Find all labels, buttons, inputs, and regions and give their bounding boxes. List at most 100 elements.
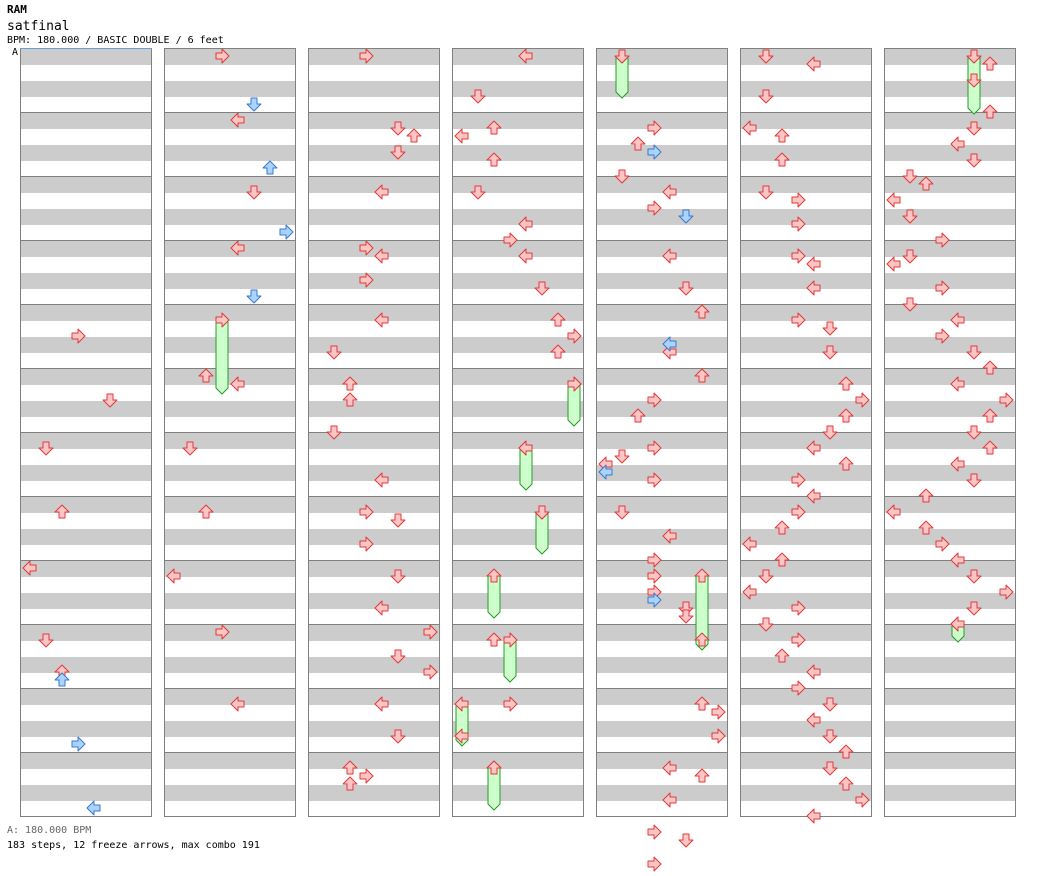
step-arrow [950,616,965,632]
beat-stripe [453,465,583,481]
step-arrow-offbeat [54,672,70,687]
step-arrow [71,328,86,344]
beat-stripe [21,337,151,353]
step-arrow [342,392,358,407]
measure [452,176,584,240]
beat-stripe [21,177,151,193]
step-arrow [822,761,838,776]
beat-stripe [597,753,727,769]
beat-stripe [453,337,583,353]
step-arrow [758,89,774,104]
step-arrow [918,488,934,503]
freeze-head-arrow [454,696,469,712]
measure [884,112,1016,176]
measure [308,496,440,560]
beat-stripe [309,657,439,673]
step-arrow [166,568,181,584]
step-arrow [902,249,918,264]
step-arrow [662,248,677,264]
step-arrow [742,120,757,136]
beat-stripe [21,497,151,513]
beat-stripe [453,433,583,449]
beat-stripe [597,401,727,417]
chart-column [308,48,440,817]
beat-stripe [597,81,727,97]
step-arrow [966,49,982,64]
step-arrow [886,192,901,208]
column-notes [22,328,118,816]
step-arrow [647,552,662,568]
beat-stripe [21,209,151,225]
step-arrow [791,504,806,520]
step-arrow [647,856,662,872]
measure [740,112,872,176]
beat-stripe [309,49,439,65]
step-arrow [614,449,630,464]
step-arrow-offbeat [262,160,278,175]
beat-stripe [885,209,1015,225]
step-arrow [902,209,918,224]
step-arrow [694,768,710,783]
beat-stripe [165,433,295,449]
step-arrow [198,368,214,383]
step-arrow [486,152,502,167]
step-arrow [614,505,630,520]
step-arrow [342,376,358,391]
beat-stripe [453,561,583,577]
bpm-marker-line [20,48,152,49]
beat-stripe [309,689,439,705]
step-arrow [230,240,245,256]
step-arrow [678,609,694,624]
beat-stripe [597,113,727,129]
bpm-legend: A: 180.000 BPM [7,825,92,836]
chart-column [20,48,152,817]
step-arrow [390,121,406,136]
measure [452,112,584,176]
beat-stripe [453,593,583,609]
beat-stripe [165,81,295,97]
step-arrow [822,425,838,440]
beat-stripe [741,721,871,737]
beat-stripe [309,529,439,545]
step-arrow [774,152,790,167]
measure [884,176,1016,240]
step-arrow [758,617,774,632]
beat-stripe [597,241,727,257]
beat-stripe [741,529,871,545]
step-arrow [662,184,677,200]
beat-stripe [453,81,583,97]
step-arrow [758,49,774,64]
measure [740,752,872,817]
beat-stripe [885,401,1015,417]
beat-stripe [741,465,871,481]
freeze-head-arrow [694,568,710,583]
step-arrow [326,345,342,360]
beat-stripe [165,113,295,129]
chart-stats: 183 steps, 12 freeze arrows, max combo 1… [7,840,260,851]
step-arrow [806,664,821,680]
beat-stripe [741,657,871,673]
beat-stripe [21,785,151,801]
measure [20,368,152,432]
measure [20,496,152,560]
measure [308,304,440,368]
measure [884,752,1016,817]
step-arrow [486,120,502,135]
beat-stripe [741,145,871,161]
beat-stripe [453,401,583,417]
measure [740,240,872,304]
beat-stripe [309,369,439,385]
beat-stripe [165,561,295,577]
measure [452,304,584,368]
step-arrow [806,808,821,824]
beat-stripe [597,785,727,801]
measure [452,624,584,688]
beat-stripe [453,721,583,737]
step-arrow [662,792,677,808]
beat-stripe [165,465,295,481]
column-notes [454,48,582,811]
step-arrow [454,728,469,744]
beat-stripe [885,465,1015,481]
beat-stripe [597,625,727,641]
beat-stripe [453,369,583,385]
